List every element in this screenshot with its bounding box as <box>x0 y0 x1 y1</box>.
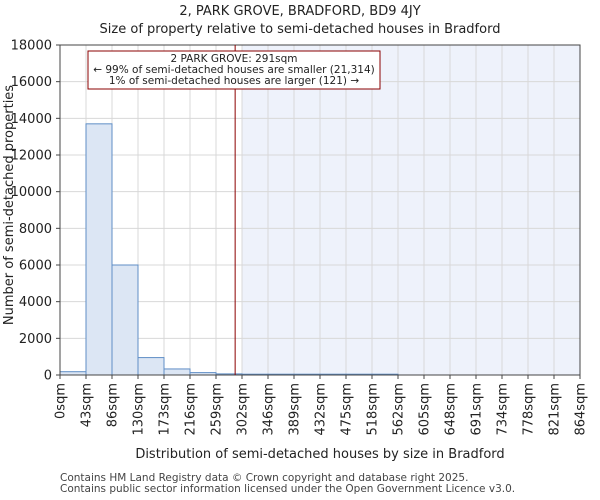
y-tick-label: 6000 <box>19 259 52 274</box>
x-axis-label: Distribution of semi-detached houses by … <box>135 447 504 462</box>
chart-title: 2, PARK GROVE, BRADFORD, BD9 4JY <box>179 4 421 19</box>
x-tick-label: 734sqm <box>496 383 511 436</box>
x-tick-label: 605sqm <box>418 383 433 436</box>
highlight-region <box>242 45 580 375</box>
x-tick-label: 821sqm <box>548 383 563 436</box>
x-tick-label: 778sqm <box>522 383 537 436</box>
x-tick-label: 346sqm <box>262 383 277 436</box>
x-tick-label: 691sqm <box>470 383 485 436</box>
y-axis-label: Number of semi-detached properties <box>2 85 17 325</box>
y-tick-label: 18000 <box>11 39 52 54</box>
x-tick-label: 518sqm <box>366 383 381 436</box>
histogram-bar <box>85 123 113 376</box>
x-tick-label: 648sqm <box>444 383 459 436</box>
x-tick-label: 389sqm <box>288 383 303 436</box>
x-tick-label: 562sqm <box>392 383 407 436</box>
annotation-line-1: 2 PARK GROVE: 291sqm <box>171 53 298 65</box>
x-tick-label: 173sqm <box>158 383 173 436</box>
y-tick-label: 0 <box>44 369 52 384</box>
chart-subtitle: Size of property relative to semi-detach… <box>99 22 501 37</box>
x-tick-label: 864sqm <box>574 383 589 436</box>
footer-line-1: Contains HM Land Registry data © Crown c… <box>60 472 469 484</box>
y-tick-label: 2000 <box>19 332 52 347</box>
x-tick-label: 130sqm <box>132 383 147 436</box>
y-tick-label: 8000 <box>19 222 52 237</box>
y-tick-label: 12000 <box>11 149 52 164</box>
x-tick-label: 302sqm <box>236 383 251 436</box>
x-tick-label: 0sqm <box>54 383 69 419</box>
x-tick-label: 259sqm <box>210 383 225 436</box>
y-tick-label: 4000 <box>19 295 52 310</box>
annotation-line-3: 1% of semi-detached houses are larger (1… <box>109 75 360 87</box>
histogram-bar <box>137 357 165 376</box>
x-tick-label: 475sqm <box>340 383 355 436</box>
x-tick-label: 216sqm <box>184 383 199 436</box>
y-tick-label: 16000 <box>11 75 52 90</box>
y-tick-label: 14000 <box>11 112 52 127</box>
annotation-box <box>87 50 381 90</box>
x-tick-label: 43sqm <box>80 383 95 427</box>
x-tick-label: 432sqm <box>314 383 329 436</box>
x-tick-label: 86sqm <box>106 383 121 427</box>
footer-line-2: Contains public sector information licen… <box>60 483 516 495</box>
y-tick-label: 10000 <box>11 185 52 200</box>
histogram-bar <box>111 264 139 376</box>
histogram-bar <box>163 368 191 376</box>
annotation-line-2: ← 99% of semi-detached houses are smalle… <box>93 64 375 76</box>
